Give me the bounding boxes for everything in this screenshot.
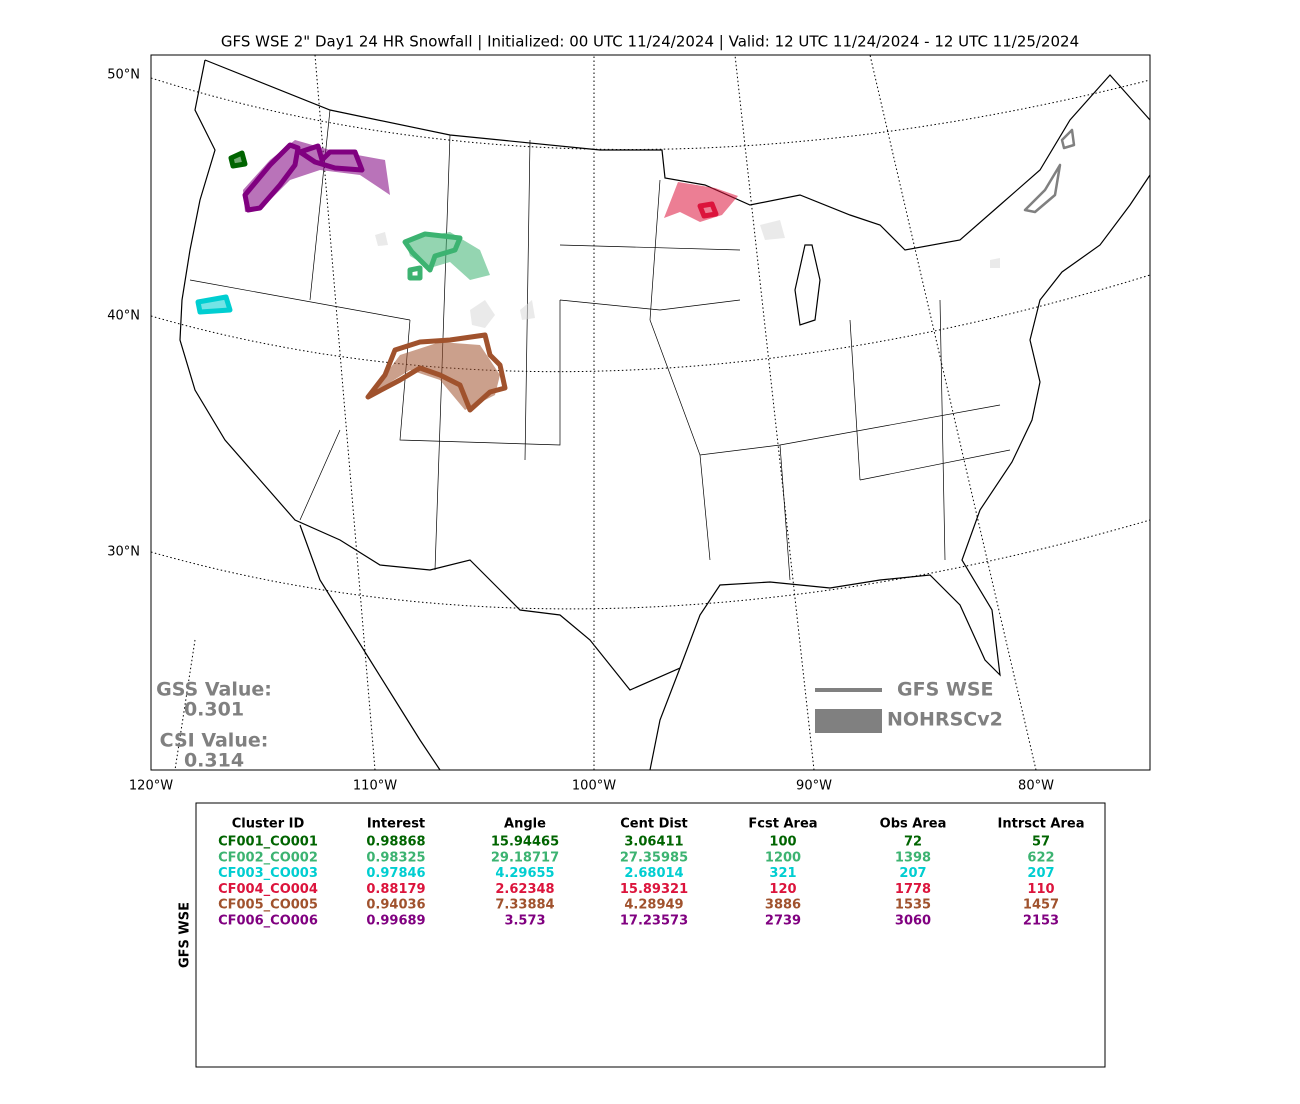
table-cell: 622 bbox=[1027, 850, 1054, 865]
forecast-contour bbox=[365, 332, 508, 413]
unmatched-observed bbox=[375, 220, 1000, 328]
table-cell: 110 bbox=[1027, 882, 1054, 897]
table-cell: 0.99689 bbox=[366, 914, 425, 929]
table-cell: 2739 bbox=[765, 914, 801, 929]
unmatched-forecast bbox=[1023, 128, 1076, 214]
table-cell: 0.94036 bbox=[366, 898, 425, 913]
lat-label: 40°N bbox=[107, 309, 140, 324]
gss-label: GSS Value: bbox=[156, 679, 272, 701]
observed-area bbox=[664, 182, 738, 222]
column-header: Obs Area bbox=[880, 817, 947, 832]
table-cell: 72 bbox=[904, 835, 922, 850]
table-cell: 1535 bbox=[895, 898, 931, 913]
table-cell: 3060 bbox=[895, 914, 931, 929]
table-cell: CF006_CO006 bbox=[218, 914, 318, 929]
mexico-coast bbox=[299, 524, 681, 770]
table-cell: 4.28949 bbox=[624, 898, 683, 913]
lat-label: 30°N bbox=[107, 545, 140, 560]
meridian bbox=[869, 55, 1037, 770]
table-cell: 207 bbox=[899, 866, 926, 881]
lake-michigan bbox=[794, 244, 821, 326]
table-cell: 0.98325 bbox=[366, 850, 425, 865]
table-cell: 0.88179 bbox=[366, 882, 425, 897]
table-cell: 2.62348 bbox=[495, 882, 554, 897]
forecast-contour bbox=[228, 150, 248, 169]
us-outline bbox=[179, 59, 1150, 691]
table-cell: CF005_CO005 bbox=[218, 898, 318, 913]
parallel bbox=[151, 274, 1150, 373]
table: Cluster ID Interest Angle Cent Dist Fcst Are… bbox=[218, 817, 1084, 929]
forecast-contour bbox=[195, 294, 233, 315]
table-cell: 2.68014 bbox=[624, 866, 683, 881]
table-cell: CF001_CO001 bbox=[218, 835, 318, 850]
table-cell: 3886 bbox=[765, 898, 801, 913]
lon-label: 80°W bbox=[1018, 779, 1054, 794]
table-cell: 0.98868 bbox=[366, 835, 425, 850]
table-cell: 2153 bbox=[1023, 914, 1059, 929]
table-cell: CF002_CO002 bbox=[218, 850, 318, 865]
table-cell: 1778 bbox=[895, 882, 931, 897]
forecast-contour bbox=[242, 142, 365, 213]
table-cell: 15.89321 bbox=[620, 882, 688, 897]
observed-area bbox=[370, 342, 500, 410]
gss-value: 0.301 bbox=[184, 699, 244, 721]
table-cell: 1398 bbox=[895, 850, 931, 865]
table-cell: CF004_CO004 bbox=[218, 882, 318, 897]
forecast-contour bbox=[402, 231, 463, 281]
parallel bbox=[151, 519, 1150, 610]
lat-label: 50°N bbox=[107, 68, 140, 83]
column-header: Cluster ID bbox=[232, 817, 305, 832]
legend-observed: NOHRSCv2 bbox=[887, 709, 1003, 731]
column-header: Angle bbox=[504, 817, 546, 832]
table-cell: 27.35985 bbox=[620, 850, 688, 865]
table-cell: CF003_CO003 bbox=[218, 866, 318, 881]
table-cell: 100 bbox=[769, 835, 796, 850]
forecast-contour bbox=[697, 201, 719, 219]
table-cell: 17.23573 bbox=[620, 914, 688, 929]
parallel bbox=[151, 77, 1150, 150]
csi-label: CSI Value: bbox=[160, 730, 269, 752]
table-cell: 3.573 bbox=[504, 914, 545, 929]
column-header: Intrsct Area bbox=[998, 817, 1085, 832]
observed-area bbox=[405, 232, 490, 280]
table-frame bbox=[195, 802, 1106, 1068]
lon-label: 90°W bbox=[796, 779, 832, 794]
table-cell: 321 bbox=[769, 866, 796, 881]
table-cell: 29.18717 bbox=[491, 850, 559, 865]
csi-value: 0.314 bbox=[184, 750, 244, 772]
table-cell: 15.94465 bbox=[491, 835, 559, 850]
table-cell: 57 bbox=[1032, 835, 1050, 850]
column-header: Cent Dist bbox=[620, 817, 688, 832]
table-cell: 3.06411 bbox=[624, 835, 683, 850]
table-cell: 1200 bbox=[765, 850, 801, 865]
map-frame bbox=[150, 54, 1151, 771]
title: GFS WSE 2" Day1 24 HR Snowfall | Initial… bbox=[221, 33, 1079, 51]
table-cell: 1457 bbox=[1023, 898, 1059, 913]
column-header: Interest bbox=[367, 817, 425, 832]
state-borders bbox=[189, 109, 1011, 581]
lon-label: 100°W bbox=[572, 779, 616, 794]
column-header: Fcst Area bbox=[748, 817, 817, 832]
map bbox=[151, 55, 1150, 770]
table-row-label: GFS WSE bbox=[178, 902, 193, 968]
table-cell: 4.29655 bbox=[495, 866, 554, 881]
lon-label: 110°W bbox=[353, 779, 397, 794]
table-cell: 0.97846 bbox=[366, 866, 425, 881]
meridian bbox=[734, 55, 815, 770]
table-cell: 207 bbox=[1027, 866, 1054, 881]
legend-forecast: GFS WSE bbox=[897, 679, 994, 701]
table-cell: 7.33884 bbox=[495, 898, 554, 913]
legend-swatch bbox=[815, 709, 882, 733]
table-cell: 120 bbox=[769, 882, 796, 897]
lon-label: 120°W bbox=[129, 779, 173, 794]
